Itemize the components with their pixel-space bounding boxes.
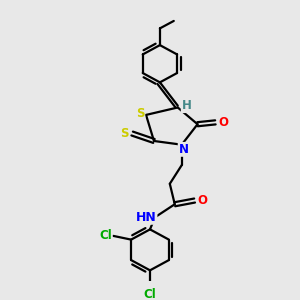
Text: O: O	[218, 116, 228, 129]
Text: Cl: Cl	[144, 288, 156, 300]
Text: S: S	[120, 127, 128, 140]
Text: N: N	[179, 143, 189, 156]
Text: H: H	[182, 99, 192, 112]
Text: Cl: Cl	[99, 230, 112, 242]
Text: HN: HN	[136, 211, 156, 224]
Text: O: O	[197, 194, 208, 207]
Text: S: S	[136, 106, 144, 120]
